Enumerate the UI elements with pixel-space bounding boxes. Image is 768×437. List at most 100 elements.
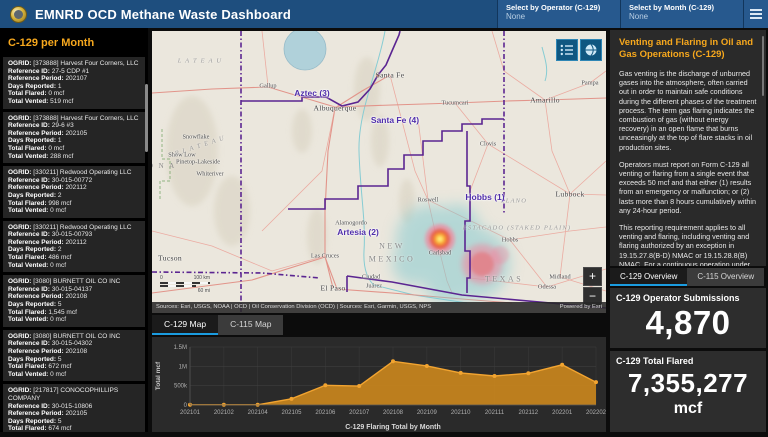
tab-c115-map[interactable]: C-115 Map (218, 315, 284, 335)
powered-by-esri: Powered by Esri (559, 304, 602, 310)
record-card[interactable]: OGRID: [373888] Harvest Four Corners, LL… (3, 111, 145, 164)
map-label: El Paso (320, 283, 346, 293)
svg-text:202111: 202111 (485, 410, 505, 416)
select-by-month-dropdown[interactable]: Select by Month (C-129) None (620, 0, 743, 28)
svg-text:202105: 202105 (281, 410, 302, 416)
map-label: LLANO (500, 197, 528, 205)
stat-value: 7,355,277 (627, 368, 749, 398)
record-card[interactable]: OGRID: [330211] Redwood Operating LLC Ref… (3, 166, 145, 218)
venting-flaring-info-card: Venting and Flaring in Oil and Gas Opera… (610, 30, 766, 266)
basemap-globe-icon[interactable] (580, 39, 602, 61)
map-label: Whiteriver (196, 170, 224, 178)
record-card[interactable]: OGRID: [373888] Harvest Four Corners, LL… (3, 57, 145, 109)
record-card[interactable]: OGRID: [3080] BURNETT OIL CO INC Referenc… (3, 329, 145, 382)
zoom-out-button[interactable]: − (583, 287, 602, 306)
c129-per-month-panel: C-129 per Month OGRID: [373888] Harvest … (0, 28, 148, 432)
page-title: EMNRD OCD Methane Waste Dashboard (35, 6, 292, 22)
svg-text:202201: 202201 (552, 410, 573, 416)
svg-text:202102: 202102 (214, 410, 235, 416)
map-label: MEXICO (368, 254, 416, 264)
map-label: P L A T E A U (174, 134, 226, 158)
map-label: Hobbs (1) (465, 192, 505, 202)
svg-text:202101: 202101 (180, 410, 201, 416)
dropdown-value: None (629, 12, 649, 21)
record-card[interactable]: OGRID: [3080] BURNETT OIL CO INC Referenc… (3, 275, 145, 327)
map-label: ★ (375, 73, 381, 80)
zoom-controls: + − (583, 267, 602, 307)
map[interactable]: Gallup Albuquerque ★ Santa Fe Tucumcari Amari… (152, 31, 606, 313)
map-label: O N A (152, 162, 177, 170)
map-label: L A T E A U (177, 57, 223, 65)
tab-c115-overview[interactable]: C-115 Overview (687, 268, 765, 286)
select-by-operator-dropdown[interactable]: Select by Operator (C-129) None (497, 0, 620, 28)
map-label: Pinetop-Lakeside (175, 158, 221, 166)
map-label: Santa Fe (4) (370, 115, 420, 125)
svg-text:C-129 Flaring Total by Month: C-129 Flaring Total by Month (345, 424, 441, 431)
total-flared-card: C-129 Total Flared 7,355,277 mcf (610, 351, 766, 432)
left-scrollbar[interactable] (145, 84, 148, 152)
map-label: Alamogordo (335, 219, 367, 227)
info-paragraph: This reporting requirement applies to al… (619, 223, 751, 266)
dropdown-value: None (506, 12, 526, 21)
map-label: Amarillo (530, 95, 560, 105)
record-card[interactable]: OGRID: [330211] Redwood Operating LLC Ref… (3, 220, 145, 273)
map-label: Artesia (2) (337, 227, 379, 237)
emnrd-seal-icon (10, 5, 27, 23)
map-label: Juárez (365, 282, 383, 290)
dropdown-label: Select by Month (C-129) (629, 3, 715, 12)
svg-text:0: 0 (184, 403, 188, 409)
svg-text:202112: 202112 (519, 410, 539, 416)
map-label: Tucumcari (441, 99, 469, 107)
map-label: Las Cruces (310, 252, 340, 260)
right-panel: Venting and Flaring in Oil and Gas Opera… (608, 28, 768, 432)
right-scrollbar[interactable] (761, 36, 764, 96)
map-label: NEW (379, 241, 405, 251)
svg-text:202106: 202106 (315, 410, 336, 416)
attribution-sources: Sources: Esri, USGS, NOAA | OCD | Oil Co… (156, 304, 432, 310)
record-list: OGRID: [373888] Harvest Four Corners, LL… (0, 57, 148, 432)
svg-text:1.5M: 1.5M (174, 345, 187, 351)
svg-text:202110: 202110 (451, 410, 471, 416)
svg-text:1M: 1M (179, 364, 187, 370)
svg-text:Total mcf: Total mcf (155, 361, 162, 390)
svg-text:202107: 202107 (349, 410, 370, 416)
map-attribution: Sources: Esri, USGS, NOAA | OCD | Oil Co… (152, 302, 606, 313)
map-label: Ciudad (361, 273, 381, 281)
map-label: Lubbock (555, 189, 585, 199)
svg-text:202104: 202104 (248, 410, 269, 416)
map-label: Show Low (168, 151, 196, 159)
svg-text:202202: 202202 (586, 410, 606, 416)
map-label: Gallup (259, 82, 277, 90)
legend-list-icon[interactable] (556, 39, 578, 61)
map-label: Odessa (537, 283, 557, 291)
stat-label: C-129 Operator Submissions (616, 293, 740, 303)
map-label: Aztec (3) (294, 88, 330, 98)
zoom-in-button[interactable]: + (583, 267, 602, 286)
svg-text:202108: 202108 (383, 410, 404, 416)
tab-c129-overview[interactable]: C-129 Overview (610, 268, 688, 286)
scale-bar: 0 100 km 60 mi (160, 275, 210, 294)
map-label: TEXAS (484, 274, 524, 284)
map-label: Pampa (581, 79, 599, 87)
info-card-title: Venting and Flaring in Oil and Gas Opera… (619, 37, 754, 60)
map-label: Roswell (417, 196, 439, 204)
app-header: EMNRD OCD Methane Waste Dashboard Select… (0, 0, 768, 28)
stat-unit: mcf (673, 400, 703, 417)
map-label: Albuquerque (313, 103, 357, 113)
center-column: Gallup Albuquerque ★ Santa Fe Tucumcari Amari… (148, 28, 608, 432)
record-card[interactable]: OGRID: [217817] CONOCOPHILLIPS COMPANY Re… (3, 384, 145, 432)
overview-tab-bar: C-129 Overview C-115 Overview (610, 268, 765, 286)
map-label: Santa Fe (375, 70, 405, 80)
operator-submissions-card: C-129 Operator Submissions 4,870 (610, 288, 766, 348)
tab-c129-map[interactable]: C-129 Map (152, 315, 219, 335)
map-label: Clovis (479, 140, 497, 148)
map-label: Tucson (158, 253, 182, 263)
stat-label: C-129 Total Flared (616, 356, 694, 366)
map-label: Carlsbad (428, 249, 452, 257)
map-label: ESTACADO (STAKED PLAIN) (462, 224, 572, 232)
flaring-chart-panel: 0 500k 1M 1.5M 202101 202102 202104 202105 20210… (152, 337, 607, 432)
basemap-svg (152, 31, 606, 313)
svg-text:202109: 202109 (417, 410, 438, 416)
hamburger-menu-icon[interactable] (743, 0, 768, 28)
map-tab-bar: C-129 Map C-115 Map (152, 315, 284, 335)
